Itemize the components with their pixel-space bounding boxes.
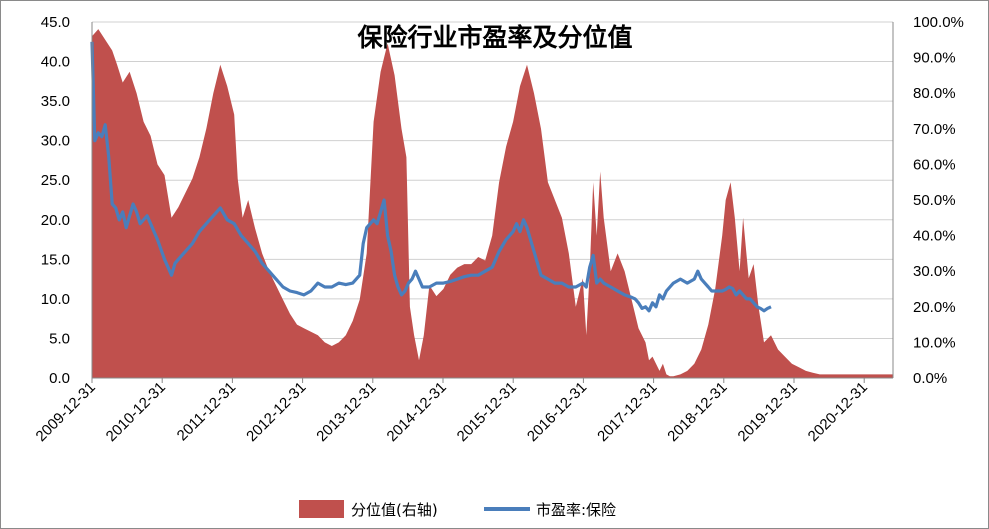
x-tick-label: 2017-12-31 (594, 379, 660, 445)
x-tick-label: 2015-12-31 (454, 379, 520, 445)
x-tick-label: 2009-12-31 (33, 379, 99, 445)
left-tick-label: 35.0 (41, 93, 70, 110)
right-tick-label: 0.0% (913, 370, 947, 387)
right-tick-label: 40.0% (913, 228, 956, 245)
left-tick-label: 10.0 (41, 291, 70, 308)
legend: 分位值(右轴) 市盈率:保险 (299, 500, 616, 519)
axes (91, 22, 894, 379)
legend-label-pe: 市盈率:保险 (536, 501, 616, 519)
right-tick-label: 70.0% (913, 121, 956, 138)
x-axis-ticks: 2009-12-31 2010-12-31 2011-12-31 2012-12-31… (33, 378, 871, 445)
right-tick-label: 80.0% (913, 85, 956, 102)
pe-line-layer (90, 41, 772, 313)
x-tick-label: 2013-12-31 (313, 379, 379, 445)
x-tick-label: 2011-12-31 (174, 379, 239, 444)
right-tick-label: 90.0% (913, 50, 956, 67)
x-tick-label: 2010-12-31 (103, 379, 169, 445)
x-tick-label: 2020-12-31 (805, 379, 871, 445)
left-tick-label: 25.0 (41, 172, 70, 189)
x-tick-label: 2016-12-31 (524, 379, 590, 445)
right-tick-label: 50.0% (913, 192, 956, 209)
x-tick-label: 2018-12-31 (664, 379, 730, 445)
right-tick-label: 20.0% (913, 299, 956, 316)
left-tick-label: 5.0 (49, 330, 70, 347)
x-tick-label: 2012-12-31 (243, 379, 309, 445)
legend-swatch-percentile (299, 500, 344, 518)
percentile-area-layer (92, 29, 893, 378)
right-axis-ticks: 0.0% 10.0% 20.0% 30.0% 40.0% 50.0% 60.0% 70.0% 8… (913, 14, 964, 387)
right-tick-label: 100.0% (913, 14, 964, 31)
percentile-area (92, 29, 893, 378)
left-tick-label: 20.0 (41, 212, 70, 229)
x-tick-label: 2019-12-31 (735, 379, 801, 445)
right-tick-label: 10.0% (913, 334, 956, 351)
legend-label-percentile: 分位值(右轴) (351, 501, 438, 519)
chart-title: 保险行业市盈率及分位值 (356, 23, 632, 52)
left-tick-label: 0.0 (49, 370, 70, 387)
right-tick-label: 30.0% (913, 263, 956, 280)
left-tick-label: 45.0 (41, 14, 70, 31)
x-tick-label: 2014-12-31 (384, 379, 450, 445)
pe-line (90, 41, 772, 313)
left-axis-ticks: 0.0 5.0 10.0 15.0 20.0 25.0 30.0 35.0 40.0 45.0 (41, 14, 70, 387)
left-tick-label: 40.0 (41, 54, 70, 71)
right-tick-label: 60.0% (913, 156, 956, 173)
left-tick-label: 15.0 (41, 251, 70, 268)
left-tick-label: 30.0 (41, 133, 70, 150)
